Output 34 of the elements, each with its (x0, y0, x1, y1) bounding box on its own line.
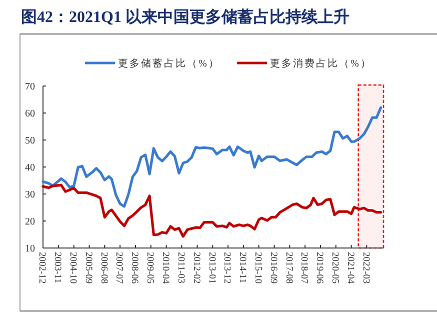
x-tick-label: 2019-06 (314, 252, 324, 284)
x-tick-label: 2021-04 (345, 252, 356, 284)
x-tick-label: 2020-05 (330, 252, 340, 284)
chart-title: 图42：2021Q1 以来中国更多储蓄占比持续上升 (21, 8, 350, 26)
x-tick-label: 2003-11 (52, 252, 62, 284)
y-tick-label: 60 (25, 108, 35, 120)
y-tick-label: 50 (25, 136, 35, 146)
y-tick-label: 20 (25, 216, 35, 228)
x-tick-label: 2018-07 (298, 252, 309, 284)
y-tick-label: 30 (25, 190, 35, 200)
x-tick-label: 2011-03 (175, 252, 186, 284)
y-tick-label: 70 (25, 82, 35, 92)
y-tick-label: 40 (25, 162, 35, 174)
y-tick-label: 10 (25, 244, 35, 254)
x-tick-label: 2017-08 (283, 252, 294, 284)
x-tick-label: 2008-06 (129, 252, 140, 284)
x-tick-label: 2013-01 (206, 252, 216, 284)
x-tick-label: 2012-02 (190, 252, 201, 284)
line-series (42, 106, 382, 208)
x-tick-label: 2002-12 (36, 252, 47, 284)
x-tick-label: 2013-12 (222, 252, 232, 284)
legend-label: 更多储蓄占比（%） (118, 58, 220, 70)
x-tick-label: 2014-11 (237, 252, 248, 284)
x-tick-label: 2010-04 (160, 252, 170, 284)
x-tick-label: 2007-07 (114, 252, 124, 284)
line-series (42, 184, 382, 238)
x-tick-label: 2005-09 (82, 252, 93, 284)
x-tick-label: 2016-09 (268, 252, 278, 284)
x-tick-label: 2022-03 (360, 252, 370, 284)
x-tick-label: 2015-10 (252, 252, 263, 284)
x-tick-label: 2009-05 (144, 252, 155, 284)
x-tick-label: 2004-10 (68, 252, 78, 284)
x-tick-label: 2006-08 (98, 252, 108, 284)
legend-label: 更多消费占比（%） (270, 58, 372, 70)
